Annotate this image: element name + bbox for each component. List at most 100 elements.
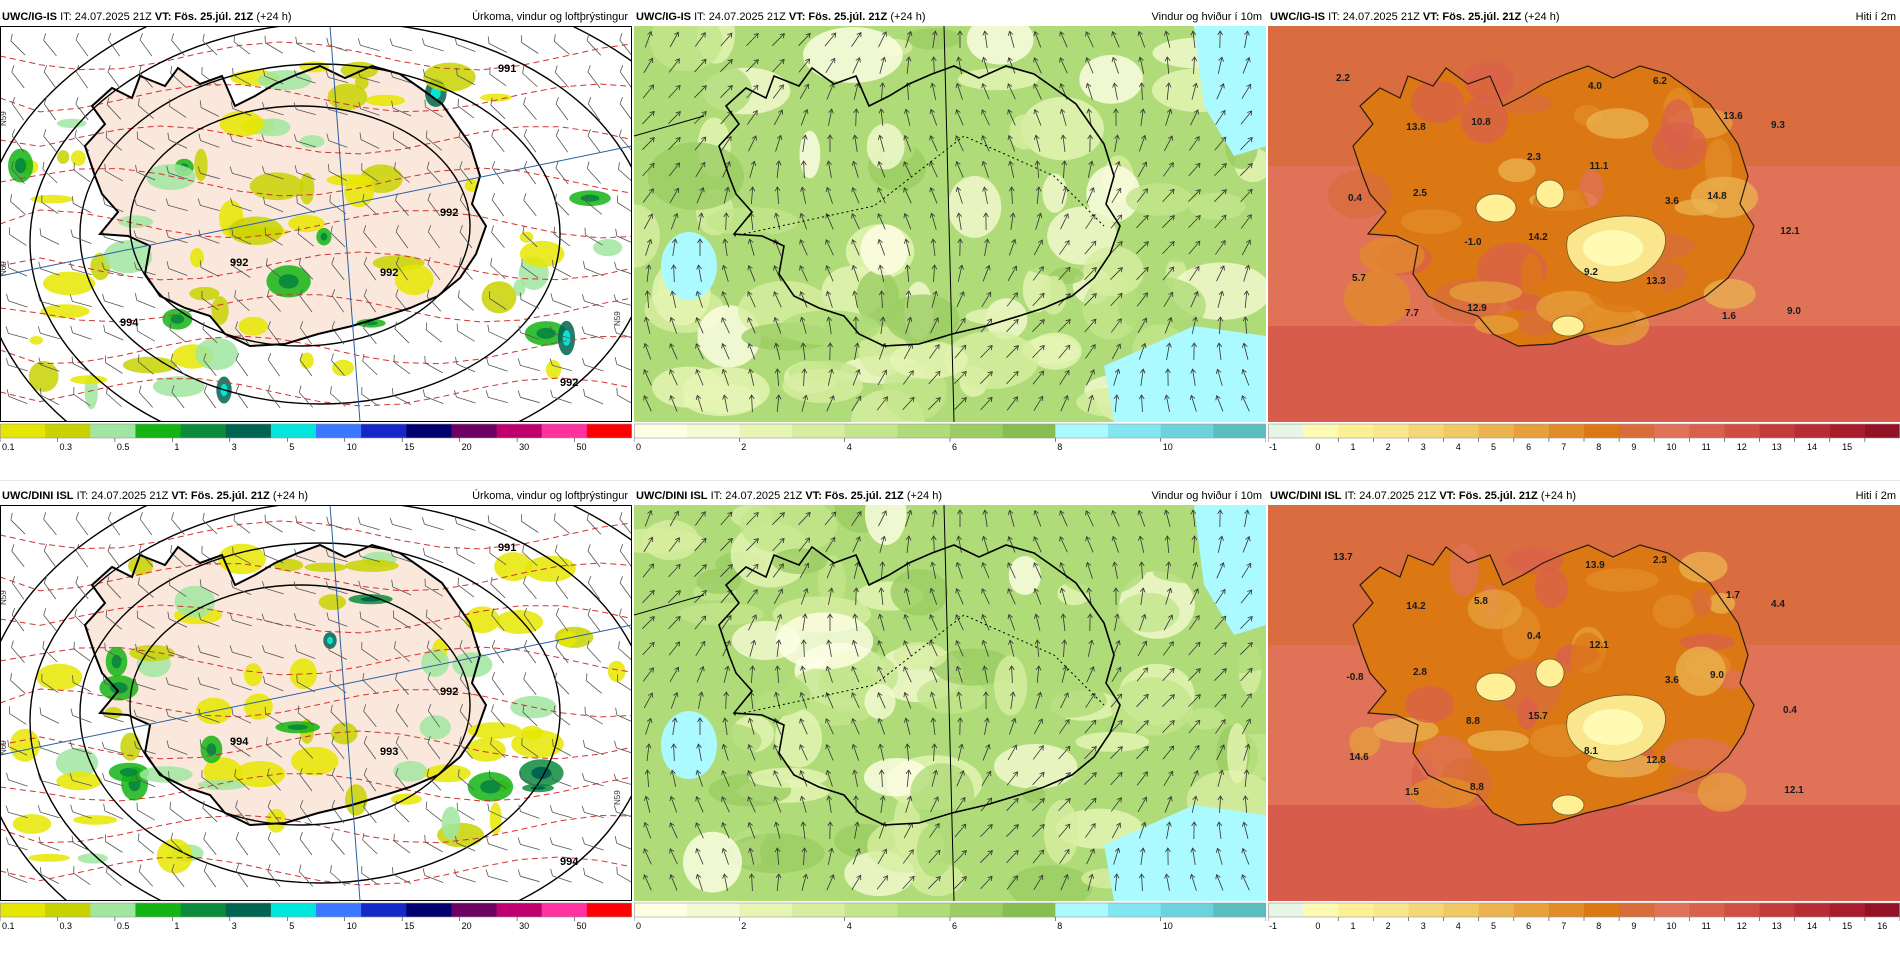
colorbar-tick-label: 2: [1386, 921, 1391, 931]
wind-cell: [893, 642, 947, 670]
colorbar-segment: [739, 424, 792, 438]
colorbar-segment: [1444, 424, 1480, 438]
panel-header: UWC/IG-IS IT: 24.07.2025 21Z VT: Fös. 25…: [1268, 8, 1900, 26]
temp-cell: [1359, 237, 1424, 274]
temperature-label: 0.4: [1783, 705, 1797, 716]
init-time: IT: 24.07.2025 21Z: [1345, 490, 1437, 502]
temperature-label: 12.9: [1467, 303, 1487, 314]
model-name: UWC/DINI ISL: [636, 490, 708, 502]
colorbar-segment: [226, 903, 272, 917]
colorbar-segment: [1213, 903, 1266, 917]
colorbar-tick-label: 0.1: [2, 921, 15, 931]
temp-cell: [1663, 738, 1734, 770]
isobar-label: 992: [440, 686, 458, 698]
cold-area: [1536, 659, 1564, 687]
colorbar-segment: [897, 903, 950, 917]
colorbar-tick-label: 20: [462, 921, 472, 931]
lat-label: N59: [613, 790, 622, 805]
colorbar-segment: [950, 903, 1003, 917]
wind-cell: [696, 569, 741, 594]
colorbar-tick-label: 1: [174, 442, 179, 452]
colorbar-tick-label: 3: [232, 921, 237, 931]
precip-core: [112, 655, 122, 668]
colorbar-tick-label: 15: [1842, 921, 1852, 931]
wind-map[interactable]: [634, 26, 1266, 422]
row-separator: [0, 480, 1900, 481]
panel-title: Úrkoma, vindur og loftþrýstingur: [472, 8, 628, 26]
colorbar-tick-label: 0.1: [2, 442, 15, 452]
temperature-label: 15.7: [1528, 711, 1548, 722]
colorbar-segment: [0, 903, 46, 917]
wind-cell: [1079, 55, 1143, 104]
wind-cell: [1042, 174, 1067, 213]
colorbar-segment: [1654, 903, 1690, 917]
precip-cell: [468, 722, 522, 739]
colorbar-segment: [1303, 903, 1339, 917]
colorbar-segment: [1213, 424, 1266, 438]
colorbar-segment: [1003, 903, 1056, 917]
precip-cell: [13, 814, 52, 834]
temperature-label: 2.2: [1336, 73, 1350, 84]
lat-label: N59: [0, 111, 8, 126]
colorbar-tick-label: 15: [1842, 442, 1852, 452]
colorbar-segment: [1373, 424, 1409, 438]
temperature-label: 9.0: [1787, 306, 1801, 317]
isobar-label: 994: [230, 736, 249, 748]
temperature-label: 14.2: [1528, 232, 1548, 243]
wind-map[interactable]: [634, 505, 1266, 901]
isobar-label: 992: [380, 267, 398, 279]
temperature-label: 13.7: [1333, 552, 1353, 563]
colorbar-tick-label: 1: [174, 921, 179, 931]
precip-core: [581, 195, 600, 202]
wind-cell: [683, 832, 742, 893]
colorbar-segment: [497, 903, 543, 917]
colorbar-segment: [1619, 424, 1655, 438]
temperature-label: 5.8: [1474, 596, 1488, 607]
wind-cell: [1009, 114, 1039, 149]
temperature-label: 13.3: [1646, 276, 1666, 287]
colorbar-tick-label: 7: [1561, 442, 1566, 452]
precip-cell: [299, 61, 329, 72]
precip-cell: [608, 661, 626, 682]
precip-core: [531, 767, 551, 779]
colorbar-tick-label: 4: [1456, 921, 1461, 931]
colorbar-segment: [451, 903, 497, 917]
colorbar-tick-label: 12: [1737, 442, 1747, 452]
wind-cell: [782, 369, 863, 403]
precip-cell: [546, 360, 561, 379]
cold-area: [1536, 180, 1564, 208]
cold-area: [1552, 795, 1584, 815]
precip-cell: [290, 658, 317, 689]
colorbar-segment: [0, 424, 46, 438]
colorbar-tick-label: 0: [1315, 442, 1320, 452]
colorbar-segment: [1795, 424, 1831, 438]
colorbar-segment: [406, 424, 452, 438]
colorbar-segment: [271, 424, 317, 438]
wind-cell: [910, 763, 974, 823]
precip-cell: [559, 631, 577, 647]
wind-cell: [891, 569, 949, 616]
temperature-label: 8.8: [1466, 716, 1480, 727]
colorbar-segment: [406, 903, 452, 917]
colorbar-segment: [1514, 903, 1550, 917]
temperature-label: 9.2: [1584, 267, 1598, 278]
colorbar-segment: [792, 903, 845, 917]
colorbar-segment: [45, 903, 91, 917]
colorbar-tick-label: -1: [1269, 921, 1277, 931]
wind-cell: [1189, 193, 1246, 220]
colorbar-tick-label: 5: [1491, 442, 1496, 452]
colorbar-tick-label: 13: [1772, 921, 1782, 931]
temperature-label: 2.3: [1527, 152, 1541, 163]
temperature-label: 2.8: [1413, 667, 1427, 678]
colorbar-tick-label: 30: [519, 921, 529, 931]
temperature-label: 0.4: [1527, 631, 1541, 642]
colorbar-tick-label: 0.5: [117, 442, 130, 452]
colorbar-segment: [1584, 424, 1620, 438]
wind-cell: [1227, 723, 1247, 783]
colorbar-segment: [1760, 424, 1796, 438]
